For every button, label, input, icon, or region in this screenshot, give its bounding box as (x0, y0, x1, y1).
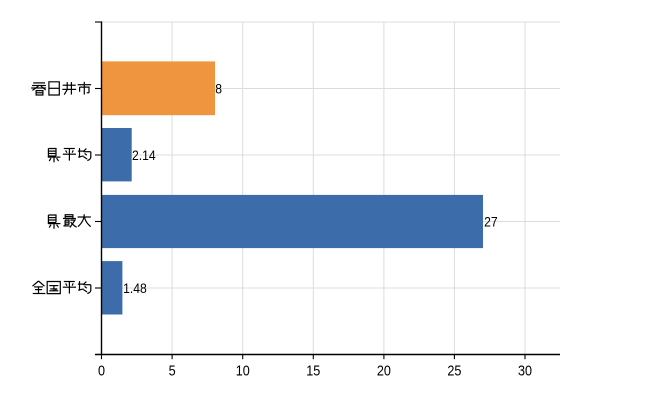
svg-text:20: 20 (377, 362, 391, 378)
svg-text:30: 30 (518, 362, 532, 378)
svg-text:25: 25 (447, 362, 461, 378)
svg-text:0: 0 (98, 362, 105, 378)
svg-text:8: 8 (215, 81, 222, 97)
svg-text:1.48: 1.48 (123, 280, 147, 296)
svg-text:15: 15 (306, 362, 320, 378)
svg-text:10: 10 (236, 362, 250, 378)
svg-text:2.14: 2.14 (132, 147, 156, 163)
svg-text:5: 5 (169, 362, 176, 378)
svg-text:27: 27 (484, 214, 498, 230)
